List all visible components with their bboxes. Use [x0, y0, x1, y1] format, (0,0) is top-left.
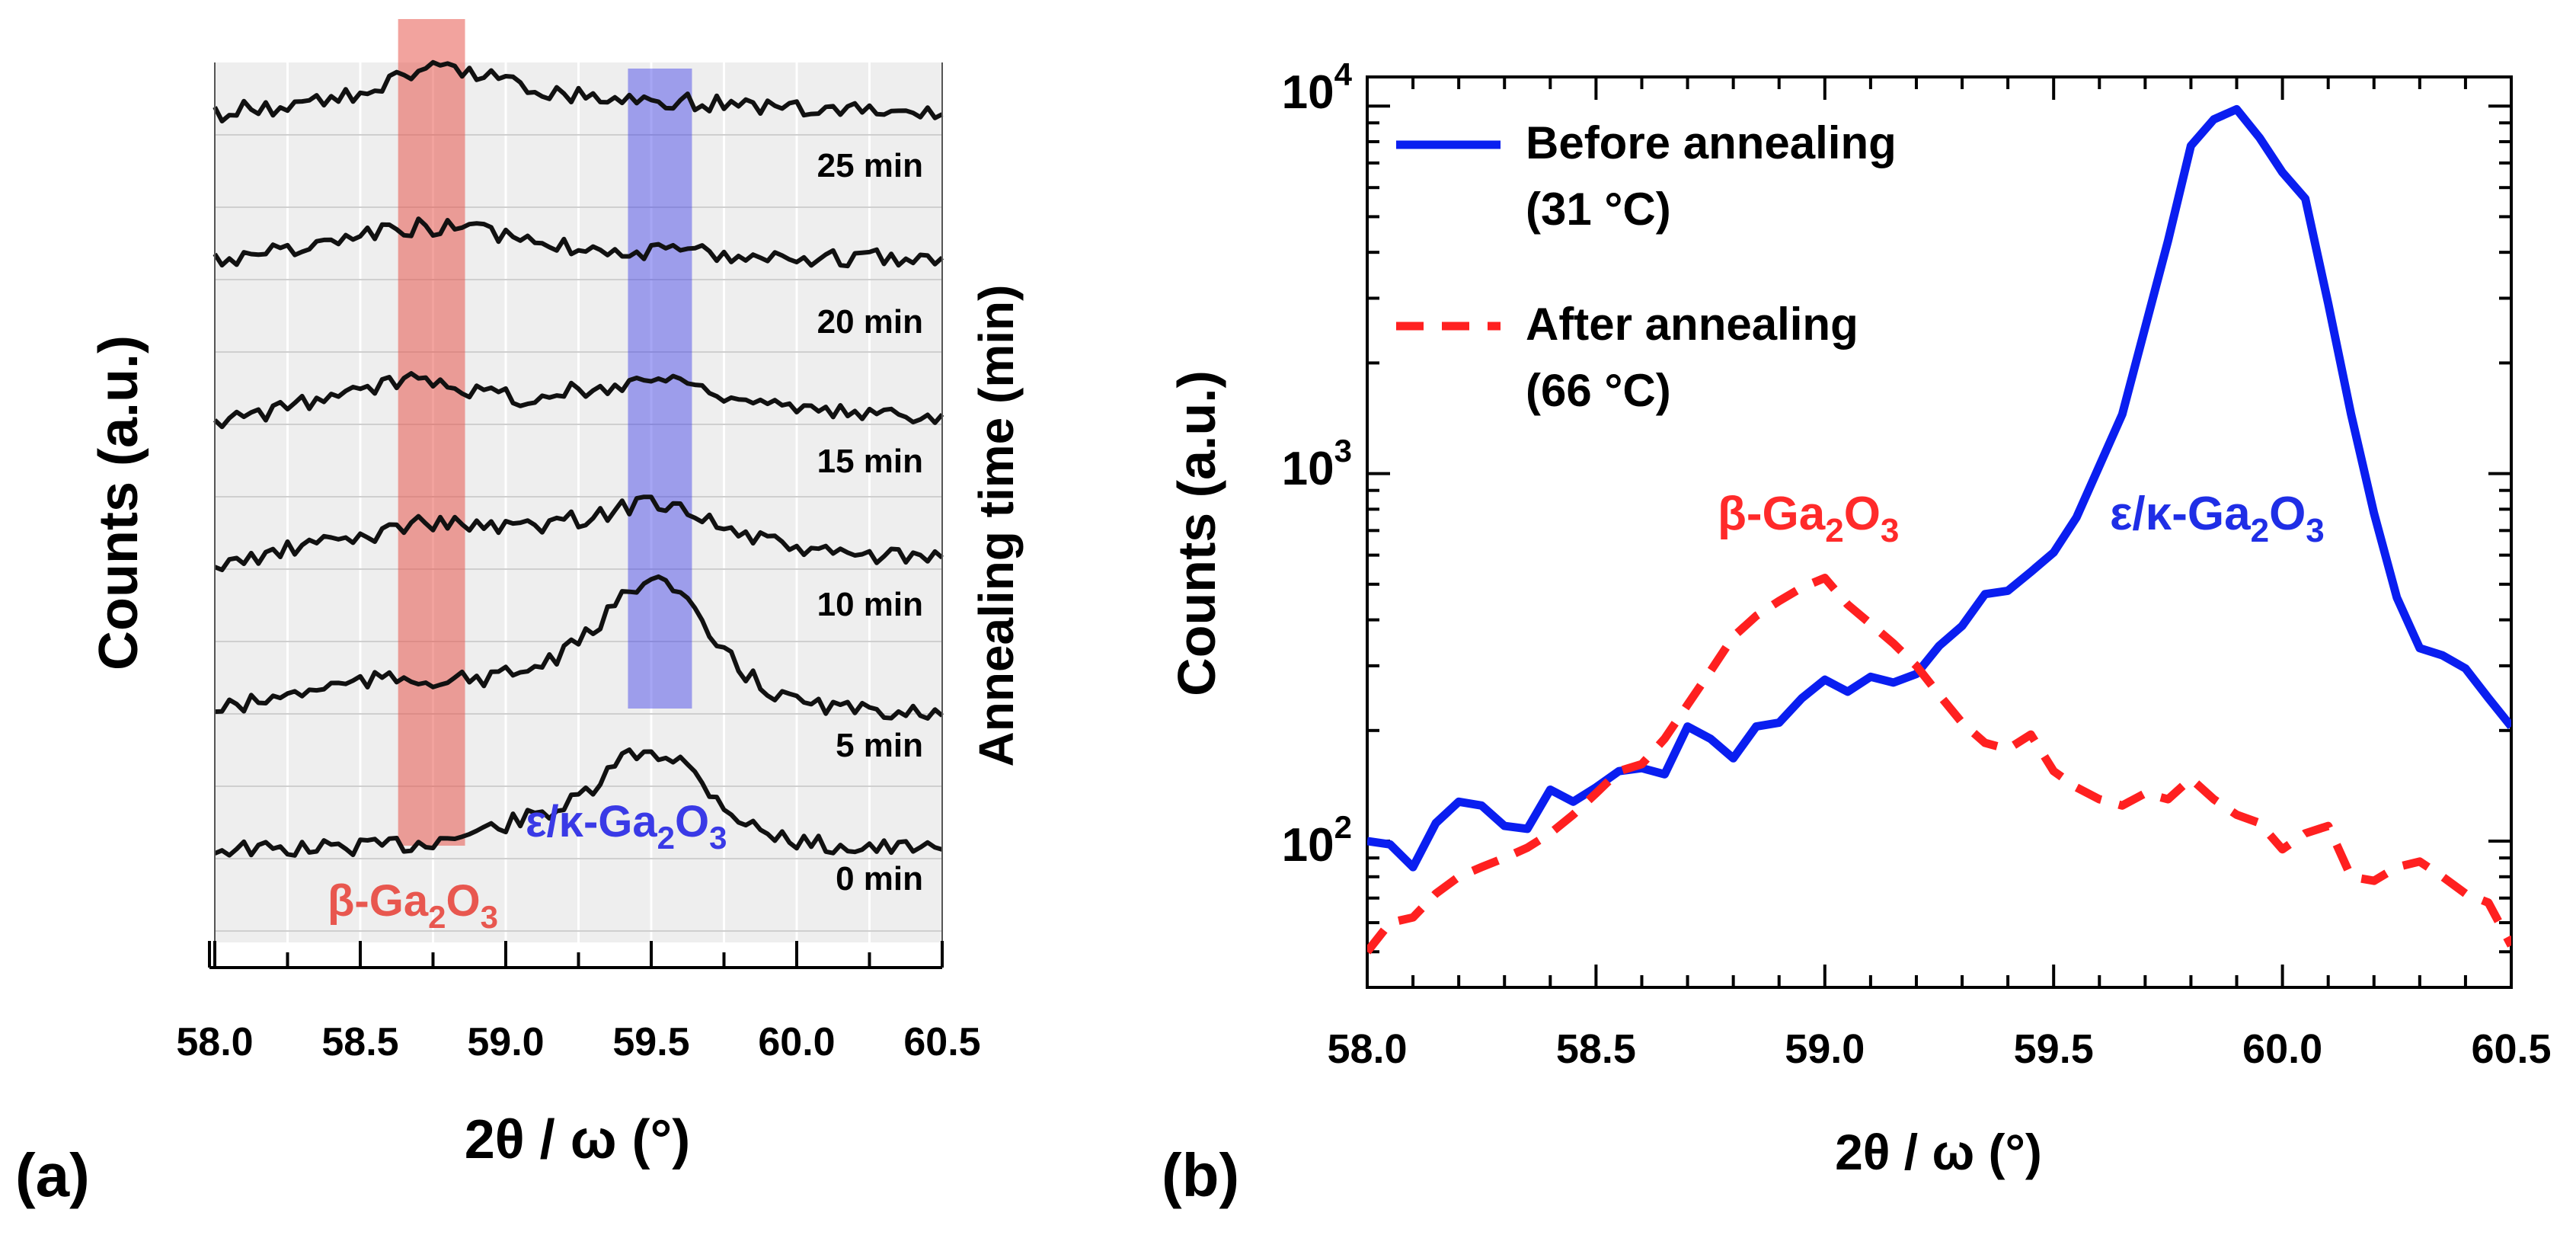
beta-ga2o3-highlight-band	[398, 19, 465, 846]
legend: Before annealing (31 °C) After annealing…	[1396, 117, 1897, 416]
panel-b-chart: 58.0 58.5 59.0 59.5 60.0 60.5 102 103 104 Bef…	[1162, 56, 2552, 1209]
panel-b-y-axis-label: Counts (a.u.)	[1167, 370, 1226, 696]
panel-a-x-tick-label: 60.5	[903, 1020, 980, 1064]
panel-b-x-tick-label: 58.0	[1327, 1026, 1407, 1072]
series-line-20-min	[213, 216, 944, 269]
panel-b-x-tick-label: 59.5	[2014, 1026, 2094, 1072]
series-label-0-min: 0 min	[836, 860, 923, 897]
panel-b-y-tick-labels: 102 103 104	[1282, 56, 1353, 872]
panel-b-label: (b)	[1162, 1141, 1239, 1209]
series-label-10-min: 10 min	[817, 586, 923, 623]
y-tick-label-100: 102	[1282, 809, 1352, 872]
series-line-5-min	[214, 574, 944, 721]
legend-after-line1: After annealing	[1526, 299, 1858, 350]
series-label-20-min: 20 min	[817, 303, 923, 341]
panel-b-x-tick-label: 59.0	[1785, 1026, 1865, 1072]
after-annealing-line	[1367, 574, 2511, 955]
panel-b-x-axis-label: 2θ / ω (°)	[1835, 1124, 2042, 1180]
panel-a-x-axis-label: 2θ / ω (°)	[465, 1109, 691, 1170]
series-label-5-min: 5 min	[836, 727, 923, 764]
legend-before-line1: Before annealing	[1526, 117, 1897, 168]
panel-b-ticks	[1366, 77, 2513, 989]
panel-a-y-axis-label: Counts (a.u.)	[88, 335, 149, 670]
legend-after-line2: (66 °C)	[1526, 365, 1671, 416]
series-line-10-min	[213, 494, 944, 572]
before-annealing-line	[1367, 104, 2511, 872]
y-tick-label-10000: 104	[1282, 56, 1353, 119]
y-tick-label-1000: 103	[1282, 433, 1352, 495]
panel-b-x-tick-label: 60.5	[2471, 1026, 2551, 1072]
series-label-15-min: 15 min	[817, 443, 923, 480]
panel-a-x-ticks	[208, 941, 944, 968]
series-line-0-min	[213, 747, 943, 858]
series-line-25-min	[213, 59, 944, 123]
epsilon-kappa-ga2o3-annotation: ε/κ-Ga2O3	[2110, 488, 2325, 549]
epsilon-kappa-ga2o3-label: ε/κ-Ga2O3	[526, 797, 727, 856]
legend-before-line2: (31 °C)	[1526, 184, 1671, 235]
panel-a-series-labels: 0 min 5 min 10 min 15 min 20 min 25 min	[817, 147, 923, 897]
panel-a-series-lines	[213, 59, 944, 858]
beta-ga2o3-label: β-Ga2O3	[328, 876, 498, 935]
series-label-25-min: 25 min	[817, 147, 923, 184]
panel-a-x-tick-label: 59.0	[467, 1020, 544, 1064]
panel-b-plot-frame	[1366, 75, 2513, 989]
panel-b-x-tick-label: 60.0	[2242, 1026, 2322, 1072]
panel-b-x-tick-label: 58.5	[1556, 1026, 1636, 1072]
beta-ga2o3-annotation: β-Ga2O3	[1718, 488, 1899, 549]
panel-b-x-tick-labels: 58.0 58.5 59.0 59.5 60.0 60.5	[1327, 1026, 2551, 1072]
panel-a-x-tick-labels: 58.0 58.5 59.0 59.5 60.0 60.5	[176, 1020, 980, 1064]
panel-a-x-tick-label: 58.0	[176, 1020, 253, 1064]
panel-a-x-tick-label: 58.5	[321, 1020, 398, 1064]
series-line-15-min	[213, 371, 944, 430]
panel-a-x-tick-label: 60.0	[758, 1020, 835, 1064]
panel-a-right-axis-label: Annealing time (min)	[969, 285, 1024, 767]
panel-a-x-tick-label: 59.5	[612, 1020, 689, 1064]
epsilon-kappa-ga2o3-highlight-band	[628, 69, 692, 709]
panel-a-label: (a)	[15, 1141, 90, 1209]
